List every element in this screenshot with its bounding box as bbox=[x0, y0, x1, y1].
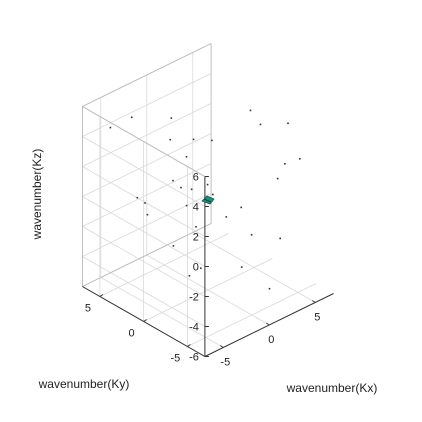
y-tick-mark bbox=[143, 319, 147, 322]
grid-line bbox=[82, 226, 206, 297]
data-point bbox=[240, 206, 242, 209]
data-point bbox=[172, 245, 175, 247]
data-point bbox=[206, 183, 209, 186]
data-point bbox=[279, 237, 281, 240]
box-edge bbox=[82, 43, 212, 107]
data-point bbox=[130, 116, 133, 119]
y-tick-label: -5 bbox=[171, 353, 181, 365]
data-point bbox=[192, 138, 195, 141]
x-tick-label: -5 bbox=[220, 357, 230, 369]
data-point bbox=[268, 287, 271, 290]
z-axis-label: wavenumber(Kz) bbox=[30, 149, 44, 241]
data-point bbox=[240, 266, 243, 268]
box-edge bbox=[82, 106, 206, 177]
x-axis-label: wavenumber(Kx) bbox=[286, 381, 378, 395]
x-tick-mark bbox=[312, 300, 316, 303]
data-point bbox=[136, 196, 139, 199]
data-point bbox=[170, 117, 173, 119]
data-point bbox=[169, 138, 171, 141]
grid-layer bbox=[82, 43, 317, 357]
grid-line bbox=[143, 258, 273, 322]
grid-line bbox=[82, 133, 212, 197]
data-point bbox=[109, 126, 112, 129]
grid-line bbox=[82, 193, 212, 257]
grid-line bbox=[82, 73, 212, 137]
x-tick-mark bbox=[220, 345, 224, 348]
data-point bbox=[276, 177, 279, 180]
grid-line bbox=[82, 196, 206, 267]
z-tick-label: -6 bbox=[189, 352, 199, 364]
box-edge bbox=[82, 223, 212, 287]
data-point bbox=[188, 275, 191, 277]
data-point bbox=[287, 122, 289, 125]
y-tick-mark bbox=[187, 344, 191, 347]
points-layer bbox=[109, 109, 301, 290]
data-point bbox=[200, 267, 202, 269]
y-tick-label: 0 bbox=[129, 328, 135, 340]
data-point bbox=[212, 193, 214, 196]
ticks-layer: -5 0 5 -5 0 5 -6 -4 -2 0 2 4 6 bbox=[85, 172, 321, 369]
y-tick-mark bbox=[99, 294, 104, 297]
x-tick-label: 5 bbox=[314, 312, 320, 324]
origin-cluster-detail bbox=[203, 198, 212, 203]
data-point bbox=[250, 234, 253, 236]
grid-line bbox=[187, 283, 317, 347]
x-tick-label: 0 bbox=[268, 334, 274, 346]
data-point bbox=[299, 158, 301, 160]
z-tick-label: -4 bbox=[189, 322, 199, 334]
z-tick-label: 4 bbox=[193, 202, 199, 214]
data-point bbox=[190, 188, 193, 191]
z-tick-label: 0 bbox=[193, 262, 199, 274]
grid-line bbox=[82, 163, 212, 227]
x-tick-mark bbox=[266, 322, 270, 326]
data-point bbox=[185, 204, 188, 207]
y-axis-label: wavenumber(Ky) bbox=[38, 377, 130, 391]
data-point bbox=[185, 156, 188, 158]
data-point bbox=[144, 202, 146, 204]
data-point bbox=[180, 186, 182, 189]
z-tick-label: 6 bbox=[193, 172, 199, 184]
grid-line bbox=[82, 166, 206, 237]
data-point bbox=[225, 216, 228, 218]
data-point bbox=[249, 109, 252, 112]
y-tick-label: 5 bbox=[85, 303, 91, 315]
grid-line bbox=[82, 103, 212, 167]
grid-line bbox=[82, 256, 206, 327]
data-point bbox=[211, 139, 213, 142]
grid-line bbox=[82, 136, 206, 207]
data-point bbox=[195, 226, 197, 228]
data-point bbox=[259, 123, 262, 126]
data-point bbox=[284, 163, 286, 165]
data-point bbox=[172, 179, 174, 182]
z-tick-label: -2 bbox=[189, 292, 199, 304]
z-tick-label: 2 bbox=[193, 232, 199, 244]
grid-line bbox=[99, 233, 229, 297]
data-point bbox=[146, 213, 149, 216]
